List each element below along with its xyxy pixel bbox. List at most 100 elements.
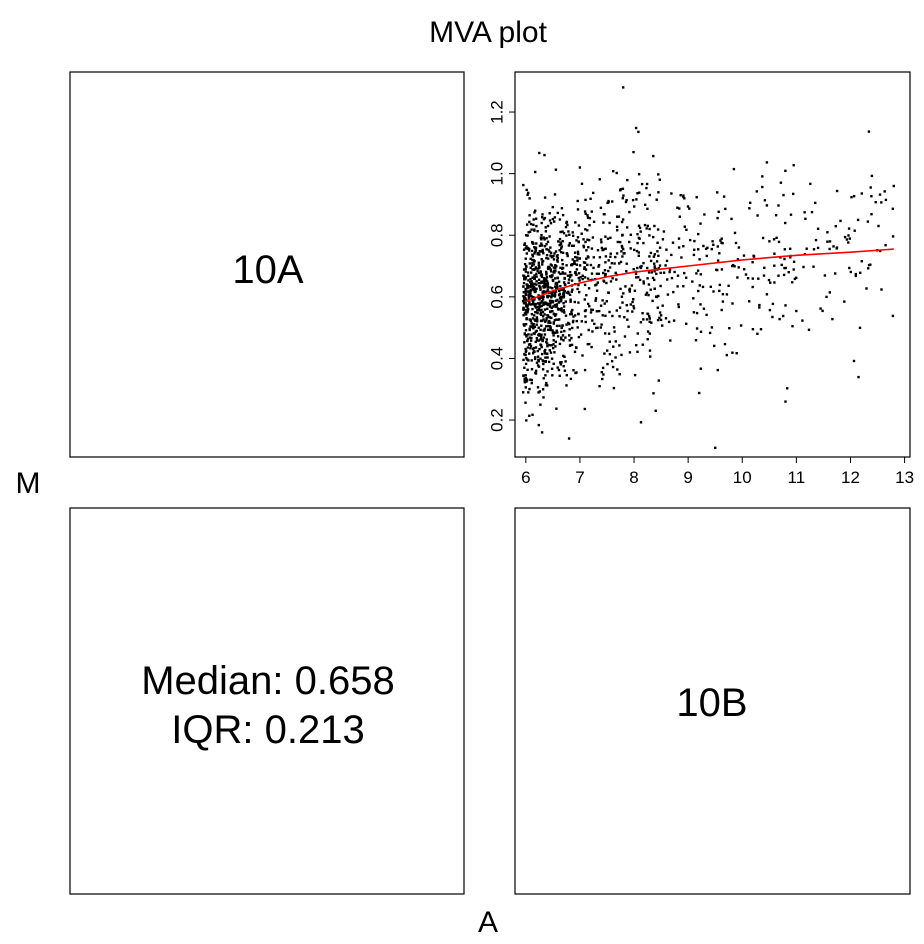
scatter-point [557,301,560,304]
scatter-point [552,346,555,350]
scatter-point [584,320,587,324]
scatter-point [536,230,539,233]
scatter-point [649,288,652,291]
scatter-point [547,328,551,331]
scatter-point [579,276,582,279]
scatter-point [546,224,550,228]
scatter-point [619,189,622,192]
scatter-point [563,276,566,280]
scatter-point [771,302,775,306]
scatter-point [742,254,746,257]
scatter-point [622,292,625,295]
scatter-point [570,290,573,293]
scatter-point [561,240,564,243]
scatter-point [784,304,787,307]
scatter-point [661,324,664,327]
scatter-point [549,310,552,314]
scatter-point [573,300,576,304]
scatter-point [552,322,555,325]
scatter-point [782,193,785,197]
scatter-point [576,250,580,253]
scatter-point [554,290,558,293]
scatter-point [522,307,525,310]
scatter-point [530,294,533,298]
scatter-point [682,285,685,288]
scatter-point [538,285,541,288]
scatter-point [867,267,870,270]
scatter-point [682,245,685,248]
scatter-point [622,194,625,197]
scatter-point [574,221,577,224]
scatter-point [867,130,871,133]
scatter-point [577,283,580,287]
scatter-point [646,312,649,315]
scatter-point [599,304,603,307]
scatter-point [562,365,565,368]
scatter-point [549,270,553,273]
scatter-point [669,339,672,342]
y-axis-title: M [16,467,41,500]
scatter-point [845,238,849,241]
scatter-point [565,252,568,255]
scatter-point [645,186,648,190]
y-tick-label: 1.0 [487,162,506,186]
scatter-point [639,265,642,269]
scatter-point [548,349,551,352]
scatter-point [530,228,533,231]
scatter-point [525,234,528,237]
scatter-point [561,267,564,271]
scatter-point [525,380,528,383]
scatter-point [527,279,530,282]
scatter-point [543,277,546,281]
scatter-point [607,269,610,273]
scatter-point [569,313,572,316]
scatter-point [731,351,734,354]
scatter-point [652,235,655,239]
scatter-point [536,386,540,389]
scatter-point [548,250,551,253]
scatter-point [546,267,550,271]
scatter-point [591,236,595,239]
scatter-point [537,282,541,285]
scatter-point [524,301,527,304]
scatter-point [570,244,574,247]
scatter-point [554,313,558,316]
scatter-point [598,256,602,259]
scatter-point [538,151,541,155]
scatter-point [734,241,738,245]
scatter-point [821,309,824,313]
scatter-point [590,210,593,213]
scatter-point [648,320,651,323]
scatter-point [523,332,526,335]
scatter-point [556,276,559,279]
scatter-point [589,197,592,200]
scatter-point [789,213,793,216]
scatter-point [567,230,570,233]
scatter-point [624,200,628,204]
scatter-point [608,221,611,225]
scatter-point [634,126,638,130]
scatter-point [563,311,566,314]
scatter-point [653,265,656,268]
scatter-point [524,267,527,271]
scatter-point [613,262,616,265]
scatter-point [533,325,537,329]
scatter-point [562,296,565,299]
scatter-point [525,335,528,338]
scatter-point [555,324,559,328]
scatter-point [532,332,536,335]
scatter-point [548,343,551,347]
scatter-point [538,271,541,275]
scatter-point [582,244,585,247]
scatter-point [551,287,554,290]
scatter-point [656,318,660,322]
scatter-point [603,352,606,355]
scatter-point [620,220,624,224]
y-tick-label: 0.2 [487,408,506,432]
scatter-point [704,247,708,251]
scatter-point [835,246,839,249]
scatter-point [554,299,558,302]
scatter-point [607,291,610,294]
scatter-point [636,233,639,236]
